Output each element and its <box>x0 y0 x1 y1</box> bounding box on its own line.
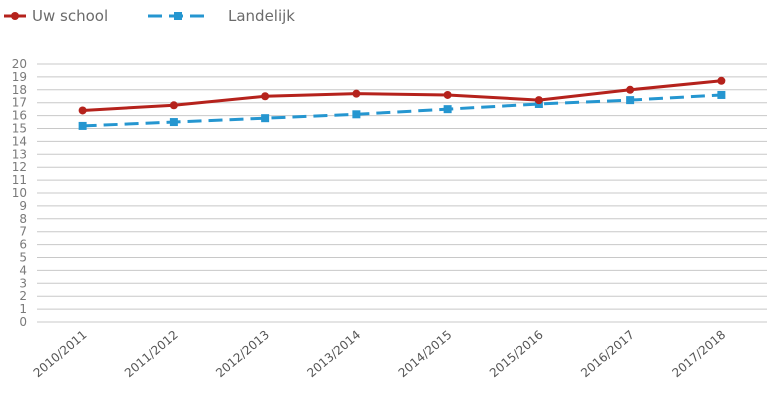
data-point <box>352 89 361 98</box>
data-point <box>534 96 543 105</box>
x-axis-ticks: 2010/2011 2011/2012 2012/2013 2013/2014 2014… <box>31 328 729 381</box>
y-tick-label: 8 <box>19 212 27 226</box>
y-tick-label: 6 <box>19 238 27 252</box>
y-tick-label: 11 <box>12 173 27 187</box>
data-point <box>717 90 726 99</box>
data-point <box>443 90 452 99</box>
data-point <box>78 121 87 130</box>
gridlines <box>37 63 767 323</box>
y-tick-label: 0 <box>19 315 27 329</box>
x-tick-label: 2013/2014 <box>304 328 363 381</box>
data-point <box>443 105 452 114</box>
y-tick-label: 13 <box>12 147 27 161</box>
data-point <box>352 110 361 119</box>
legend-label: Uw school <box>32 7 108 25</box>
y-tick-label: 7 <box>19 225 27 239</box>
y-tick-label: 9 <box>19 199 27 213</box>
series-group <box>78 76 726 130</box>
x-tick-label: 2016/2017 <box>578 328 637 381</box>
y-tick-label: 3 <box>19 276 27 290</box>
x-tick-label: 2017/2018 <box>669 328 728 381</box>
x-tick-label: 2012/2013 <box>213 328 272 381</box>
y-tick-label: 4 <box>19 263 27 277</box>
y-tick-label: 18 <box>12 83 27 97</box>
data-point <box>626 85 635 94</box>
series-line <box>82 79 722 112</box>
x-tick-label: 2010/2011 <box>31 328 90 381</box>
y-tick-label: 1 <box>19 302 27 316</box>
x-tick-label: 2014/2015 <box>396 328 455 381</box>
x-tick-label: 2011/2012 <box>122 328 181 381</box>
data-point <box>169 101 178 110</box>
y-tick-label: 14 <box>12 134 27 148</box>
y-tick-label: 16 <box>12 109 27 123</box>
data-point <box>261 114 270 123</box>
data-point <box>169 118 178 127</box>
data-point <box>78 106 87 115</box>
legend: Uw school Landelijk <box>4 7 295 25</box>
series-line <box>82 93 722 128</box>
legend-swatch-marker <box>11 12 19 20</box>
y-tick-label: 15 <box>12 122 27 136</box>
data-point <box>717 76 726 85</box>
y-tick-label: 20 <box>12 57 27 71</box>
legend-swatch-marker <box>174 12 182 20</box>
y-tick-label: 5 <box>19 251 27 265</box>
data-point <box>261 92 270 101</box>
x-tick-label: 2015/2016 <box>487 328 546 381</box>
y-tick-label: 19 <box>12 70 27 84</box>
data-point <box>626 96 635 105</box>
y-tick-label: 10 <box>12 186 27 200</box>
y-tick-label: 17 <box>12 96 27 110</box>
y-tick-label: 12 <box>12 160 27 174</box>
legend-label: Landelijk <box>228 7 295 25</box>
y-tick-label: 2 <box>19 289 27 303</box>
